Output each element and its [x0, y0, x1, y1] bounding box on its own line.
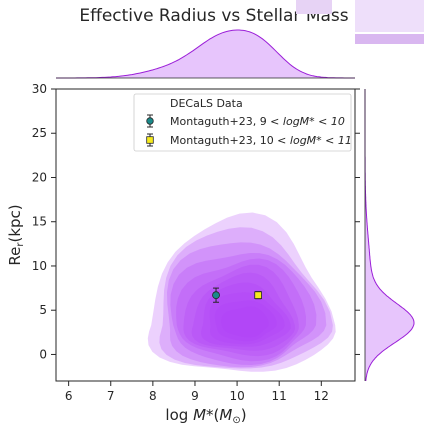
y-tick-label-2: 10: [32, 259, 47, 273]
right-marginal-kde: [364, 89, 415, 382]
overlay-fragment-2: [355, 0, 424, 32]
legend-marker-2: [146, 136, 154, 144]
x-tick-label-5: 11: [272, 389, 287, 403]
density-contours: [147, 212, 336, 372]
chart-title: Effective Radius vs Stellar Mass: [79, 6, 348, 26]
legend-box: [133, 93, 352, 152]
density-level-2: [167, 242, 327, 368]
legend-title: DECaLS Data: [170, 97, 243, 110]
density-level-4: [176, 258, 306, 362]
top-marginal-kde: [56, 29, 355, 79]
x-axis-label: log M*(M⊙): [165, 406, 246, 426]
y-axis: 0 5 10 15 20 25 30: [32, 82, 360, 361]
data-points: [212, 287, 262, 303]
density-level-0: [147, 212, 336, 372]
legend: DECaLS Data Montaguth+23, 9 < logM* < 10…: [133, 93, 352, 152]
y-tick-label-0: 0: [39, 347, 47, 361]
y-axis-label: Rer(kpc): [6, 204, 26, 265]
x-tick-label-3: 9: [191, 389, 199, 403]
x-axis: 6 7 8 9 10 11 12: [65, 381, 329, 403]
density-level-9: [214, 300, 277, 342]
y-tick-label-1: 5: [39, 303, 47, 317]
legend-label-2: Montaguth+23, 10 <: [170, 134, 290, 147]
data-point-1-0: [254, 291, 262, 299]
legend-label-2-math: logM* < 11: [290, 134, 352, 147]
right-marginal-fill: [365, 89, 414, 381]
overlay-fragment-3: [355, 34, 424, 44]
svg-text:Montaguth+23, 10 < logM* < 11: Montaguth+23, 10 < logM* < 11: [170, 134, 352, 147]
y-tick-label-3: 15: [32, 215, 47, 229]
svg-text:Montaguth+23, 9 < logM* < 10: Montaguth+23, 9 < logM* < 10: [170, 115, 345, 128]
legend-marker-1: [146, 117, 154, 125]
x-tick-label-6: 12: [314, 389, 329, 403]
legend-label-1-math: logM* < 10: [283, 115, 345, 128]
top-marginal-line: [56, 29, 355, 79]
x-tick-label-1: 7: [107, 389, 115, 403]
overlay-fragment-1: [296, 0, 332, 14]
density-level-10: [221, 306, 269, 338]
legend-entry-2: Montaguth+23, 10 < logM* < 11: [146, 133, 352, 147]
data-point-0-0: [212, 291, 220, 300]
density-level-5: [183, 264, 299, 357]
legend-entry-1: Montaguth+23, 9 < logM* < 10: [146, 114, 345, 128]
top-marginal-fill: [56, 30, 355, 78]
x-tick-label-0: 6: [65, 389, 73, 403]
density-level-3: [170, 253, 317, 365]
y-tick-label-4: 20: [32, 170, 47, 184]
x-tick-label-4: 10: [229, 389, 244, 403]
y-tick-label-6: 30: [32, 82, 47, 96]
density-level-8: [209, 292, 285, 345]
x-tick-label-2: 8: [149, 389, 157, 403]
overlay-fragments: [296, 0, 424, 44]
plot-frame: [55, 88, 356, 382]
legend-label-1: Montaguth+23, 9 <: [170, 115, 283, 128]
y-tick-label-5: 25: [32, 126, 47, 140]
density-level-1: [159, 227, 333, 369]
density-level-7: [201, 282, 291, 347]
